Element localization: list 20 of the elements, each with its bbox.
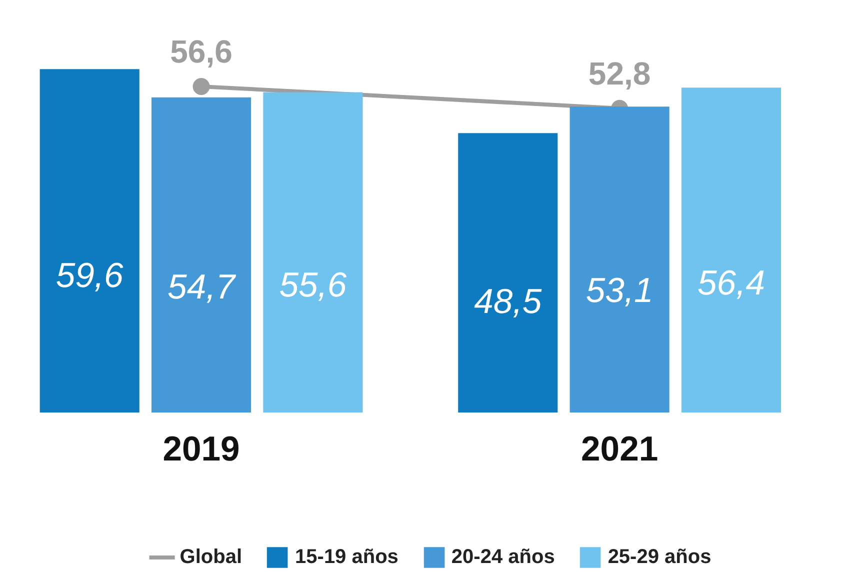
legend-label: Global [180, 546, 242, 568]
x-tick-label: 2019 [162, 430, 240, 469]
bar [263, 92, 363, 413]
data-label: 59,6 [56, 257, 124, 296]
legend-label: 15-19 años [295, 546, 398, 568]
bar [681, 88, 782, 413]
data-label: 56,4 [698, 264, 765, 303]
data-label: 53,1 [586, 272, 654, 310]
data-label: 55,6 [279, 266, 348, 304]
bar [40, 69, 140, 413]
x-tick-label: 2021 [581, 430, 658, 469]
data-label: 54,7 [168, 268, 237, 306]
data-label: 48,5 [474, 282, 542, 321]
bar [152, 97, 252, 413]
legend-label: 20-24 años [451, 546, 555, 568]
bar [570, 106, 670, 413]
legend-label: 25-29 años [608, 546, 712, 568]
data-label: 56,6 [170, 33, 232, 70]
bar [458, 133, 558, 413]
data-label: 52,8 [588, 55, 651, 92]
